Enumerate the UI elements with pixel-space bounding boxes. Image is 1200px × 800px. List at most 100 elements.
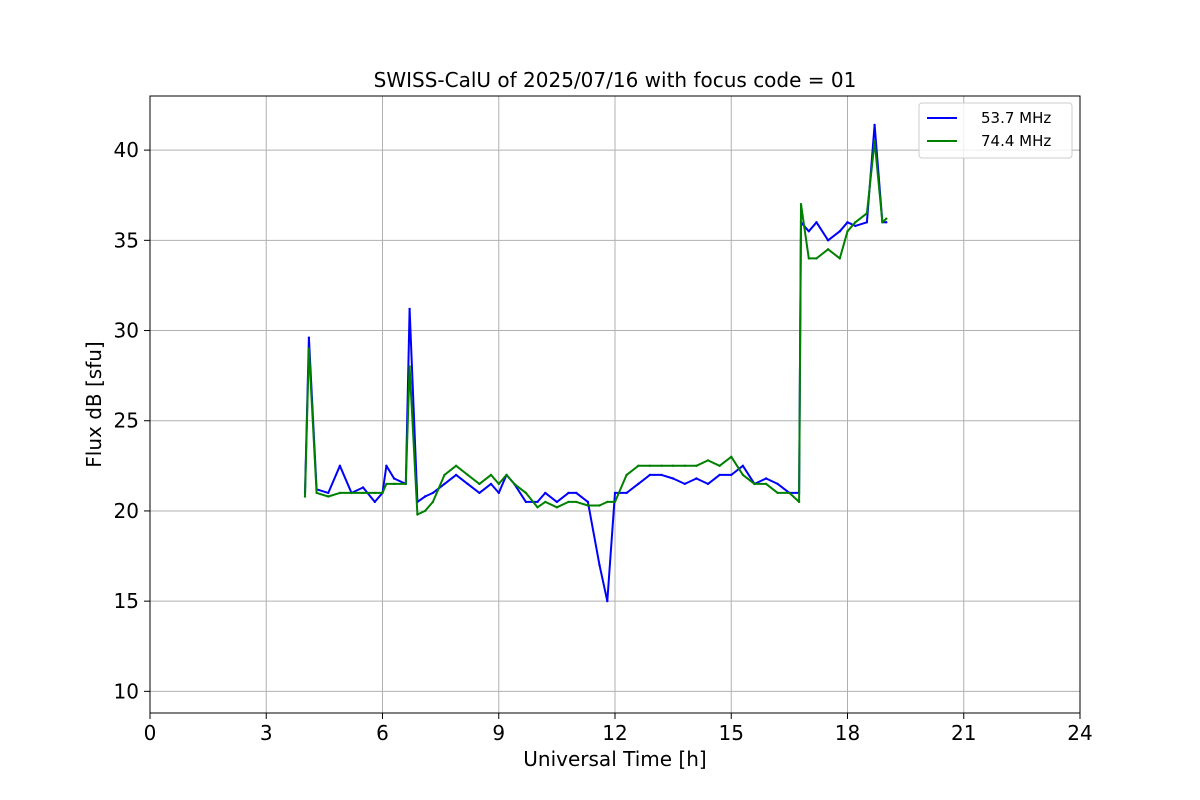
series-1-point: [695, 477, 698, 480]
series-2-point: [865, 212, 869, 215]
series-2-point: [497, 482, 500, 486]
series-2-point: [513, 482, 516, 486]
series-2-point: [361, 491, 365, 495]
series-1-point: [454, 473, 458, 477]
series-1-point: [361, 486, 365, 489]
series-2-point: [524, 491, 528, 495]
x-tick-label: 21: [951, 721, 976, 745]
series-1-point: [544, 491, 547, 495]
y-tick-label: 20: [114, 499, 139, 523]
x-tick-label: 9: [492, 721, 505, 745]
series-2-point: [683, 464, 686, 467]
series-2-point: [625, 473, 628, 477]
series-2-point: [718, 464, 721, 467]
series-1-point: [392, 477, 396, 480]
x-tick-label: 12: [602, 721, 627, 745]
series-2-point: [764, 482, 768, 486]
series-2-point: [846, 230, 849, 233]
series-2-point: [753, 482, 756, 486]
chart-title: SWISS-CalU of 2025/07/16 with focus code…: [374, 68, 857, 92]
series-1-point: [478, 491, 481, 495]
series-2-point: [466, 473, 469, 477]
series-1-point: [854, 224, 857, 228]
series-1-point: [327, 491, 330, 495]
series-1-point: [741, 464, 745, 467]
series-2-point: [489, 473, 493, 477]
series-1-point: [575, 491, 578, 495]
series-2-point: [671, 464, 675, 467]
series-1-point: [443, 482, 446, 486]
series-2-point: [575, 500, 578, 504]
series-1-point: [586, 500, 590, 504]
series-2-point: [797, 500, 801, 504]
series-1-point: [431, 491, 435, 495]
x-tick-label: 6: [376, 721, 389, 745]
series-1-point: [466, 482, 469, 486]
x-axis-ticks: 0 3 6 9 12 15 18 21 24: [144, 713, 1093, 745]
series-2-point: [454, 464, 458, 467]
series-2-point: [478, 482, 481, 486]
series-1-point: [730, 473, 733, 477]
y-tick-label: 10: [114, 679, 139, 703]
series-2-point: [706, 459, 710, 462]
series-2-point: [505, 473, 508, 477]
series-2-point: [536, 506, 539, 509]
series-1-point: [815, 221, 818, 224]
series-1-point: [338, 464, 342, 467]
series-2-point: [788, 491, 791, 495]
legend: 53.7 MHz 74.4 MHz: [918, 102, 1073, 159]
series-2-point: [327, 495, 330, 498]
series-1-point: [598, 563, 601, 567]
series-2-point: [303, 495, 307, 498]
series-2-point: [881, 221, 884, 224]
series-1-point: [764, 477, 768, 480]
series-1-point: [718, 473, 721, 477]
series-2-point: [567, 500, 570, 504]
legend-label-1: 53.7 MHz: [981, 109, 1051, 127]
series-1-point: [497, 491, 500, 495]
series-2-point: [423, 509, 427, 513]
series-1-point: [373, 500, 376, 504]
series-1-point: [489, 482, 493, 486]
series-2-point: [416, 513, 419, 516]
y-tick-label: 15: [114, 589, 139, 613]
plot-data: [303, 123, 888, 603]
series-2-point: [598, 504, 601, 507]
y-tick-label: 35: [114, 228, 139, 252]
series-1-point: [671, 477, 675, 480]
series-1-point: [555, 500, 559, 504]
series-1-point: [408, 307, 411, 311]
series-2-point: [404, 482, 407, 486]
series-2-point: [408, 365, 411, 368]
series-2-point: [838, 257, 841, 260]
y-axis-ticks: 10 15 20 25 30 35 40: [114, 138, 150, 703]
series-2-point: [815, 257, 818, 260]
series-2-point: [826, 248, 830, 251]
series-1-point: [567, 491, 570, 495]
series-2-point: [695, 464, 698, 467]
series-2-point: [741, 473, 745, 477]
y-axis-label: Flux dB [sfu]: [82, 341, 106, 467]
series-2-point: [338, 491, 342, 495]
series-2-point: [660, 464, 663, 467]
legend-label-2: 74.4 MHz: [981, 132, 1051, 150]
series-2-point: [373, 491, 376, 495]
series-2-point: [873, 139, 876, 143]
x-tick-label: 24: [1067, 721, 1092, 745]
x-tick-label: 18: [835, 721, 860, 745]
series-1-point: [706, 482, 710, 486]
y-tick-label: 40: [114, 138, 139, 162]
series-1-point: [660, 473, 663, 477]
x-tick-label: 0: [144, 721, 157, 745]
series-2-point: [885, 217, 888, 220]
y-tick-label: 30: [114, 319, 139, 343]
series-2-point: [381, 491, 384, 495]
series-2-point: [307, 347, 311, 350]
series-2-point: [637, 464, 640, 467]
series-1-point: [307, 336, 311, 339]
series-2-point: [776, 491, 779, 495]
series-2-point: [350, 491, 353, 495]
series-2-point: [606, 500, 609, 504]
series-1-point: [606, 599, 609, 603]
